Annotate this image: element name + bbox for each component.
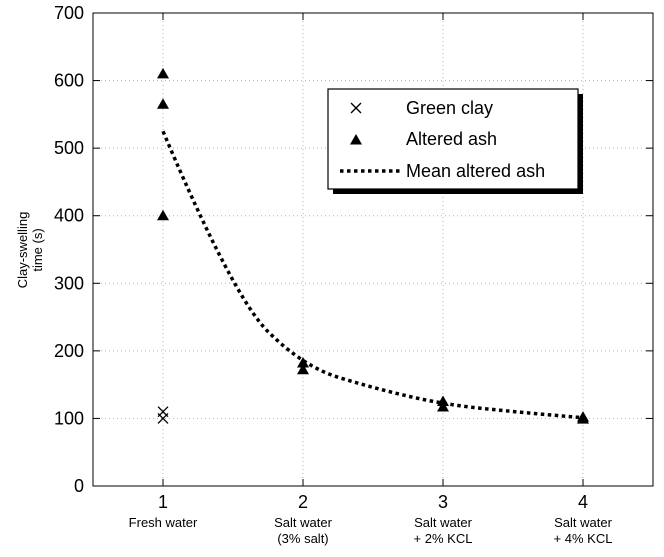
cross-stroke: [157, 412, 169, 424]
legend-altered-ash-marker: [350, 134, 362, 145]
cross-stroke: [350, 102, 362, 114]
legend-green-clay-marker: [350, 102, 362, 114]
x-category-label: Salt water: [554, 515, 612, 530]
altered-ash-point: [577, 413, 589, 424]
y-axis-title-line: time (s): [30, 228, 45, 271]
x-category-label: Fresh water: [129, 515, 198, 530]
altered-ash-point: [157, 67, 169, 79]
plot-frame: [92, 12, 654, 487]
x-tick-label: 1: [158, 492, 168, 512]
y-tick-label: 500: [54, 138, 84, 158]
plot-area: [157, 67, 589, 424]
altered-ash-point: [297, 363, 309, 375]
altered-ash-point: [157, 209, 169, 221]
altered-ash-point: [437, 400, 449, 412]
y-tick-label: 400: [54, 206, 84, 226]
x-category-label: Salt water: [274, 515, 332, 530]
x-category-label: (3% salt): [277, 531, 328, 546]
x-category-label: + 2% KCL: [414, 531, 473, 546]
y-tick-label: 200: [54, 341, 84, 361]
altered-ash-point: [157, 98, 169, 109]
x-category-label: + 4% KCL: [554, 531, 613, 546]
x-category-label: Salt water: [414, 515, 472, 530]
y-axis-title-line: Clay-swelling: [15, 212, 30, 289]
y-tick-label: 100: [54, 408, 84, 428]
y-axis-title: Clay-swellingtime (s): [15, 212, 45, 289]
y-tick-label: 300: [54, 273, 84, 293]
mean-altered-ash-line: [161, 130, 584, 420]
x-tick-label: 2: [298, 492, 308, 512]
legend: Green clay Altered ash Mean altered ash: [327, 88, 583, 194]
y-tick-label: 600: [54, 71, 84, 91]
legend-label: Mean altered ash: [406, 161, 545, 181]
axes: 0 100 200 300 400 500 600 700 1 Fresh water 2 Salt …: [54, 3, 654, 546]
y-tick-label: 700: [54, 3, 84, 23]
y-tick-label: 0: [74, 476, 84, 496]
legend-label: Altered ash: [406, 129, 497, 149]
legend-label: Green clay: [406, 98, 493, 118]
x-tick-label: 4: [578, 492, 588, 512]
y-axis-label: Clay-swellingtime (s): [15, 212, 45, 289]
green-clay-point: [157, 412, 169, 424]
x-tick-label: 3: [438, 492, 448, 512]
